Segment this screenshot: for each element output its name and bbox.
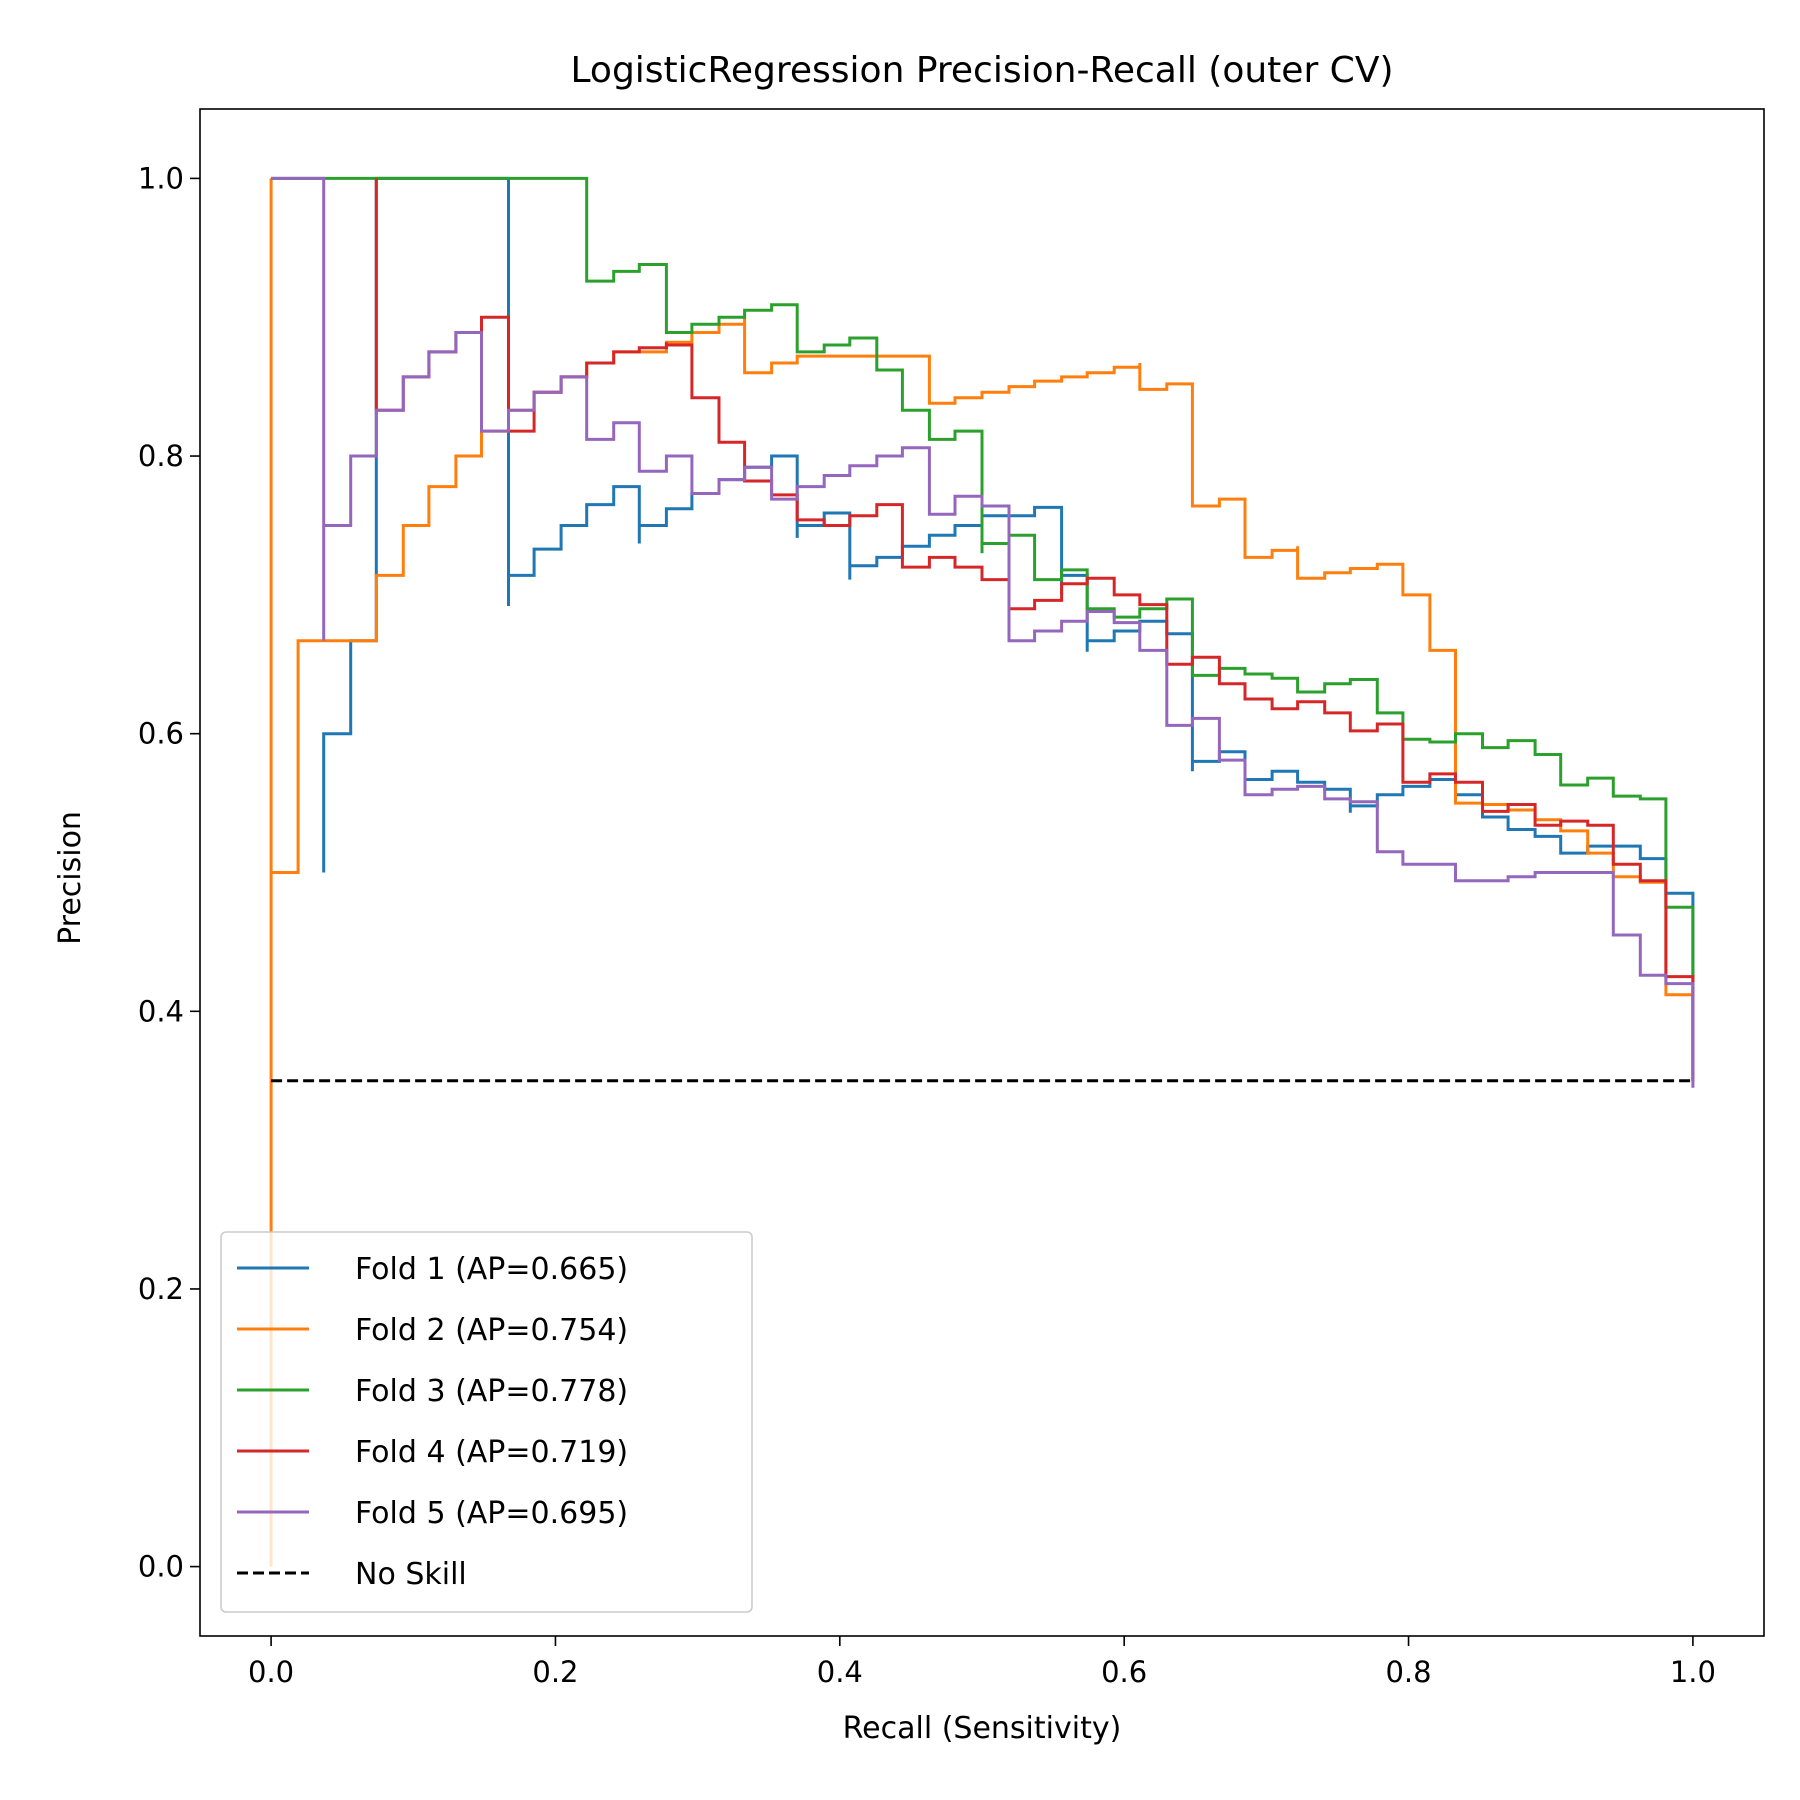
x-tick-label: 0.0 <box>248 1655 294 1689</box>
x-tick-label: 0.6 <box>1101 1655 1147 1689</box>
y-tick-label: 0.4 <box>138 994 184 1028</box>
legend-entry: Fold 2 (AP=0.754) <box>355 1313 628 1348</box>
x-axis-label: Recall (Sensitivity) <box>843 1711 1122 1746</box>
legend-entry: No Skill <box>355 1557 467 1592</box>
x-tick-label: 1.0 <box>1670 1655 1716 1689</box>
x-tick-label: 0.2 <box>532 1655 578 1689</box>
y-tick-label: 1.0 <box>138 161 184 195</box>
chart-title: LogisticRegression Precision-Recall (out… <box>571 50 1394 91</box>
y-axis-ticks: 0.0 0.2 0.4 0.6 0.8 1.0 <box>138 161 200 1584</box>
series-line-fold-4 <box>374 178 1695 1081</box>
legend-entry: Fold 5 (AP=0.695) <box>355 1496 628 1531</box>
legend-entry: Fold 4 (AP=0.719) <box>355 1435 628 1470</box>
y-tick-label: 0.0 <box>138 1550 184 1584</box>
series-line-fold-5 <box>271 176 1695 1088</box>
legend-box <box>220 1231 753 1613</box>
x-tick-label: 0.8 <box>1385 1655 1431 1689</box>
series-line-fold-3 <box>271 176 1695 1081</box>
plot-area <box>269 176 1695 1567</box>
legend-entry: Fold 1 (AP=0.665) <box>355 1252 628 1287</box>
x-tick-label: 0.4 <box>817 1655 863 1689</box>
x-axis-ticks: 0.0 0.2 0.4 0.6 0.8 1.0 <box>248 1636 1716 1689</box>
legend-entry: Fold 3 (AP=0.778) <box>355 1374 628 1409</box>
y-axis-label: Precision <box>53 811 88 945</box>
y-tick-label: 0.8 <box>138 439 184 473</box>
y-tick-label: 0.6 <box>138 717 184 751</box>
y-tick-label: 0.2 <box>138 1272 184 1306</box>
legend: Fold 1 (AP=0.665) Fold 2 (AP=0.754) Fold 3… <box>220 1231 753 1613</box>
plot-frame <box>199 108 1765 1637</box>
